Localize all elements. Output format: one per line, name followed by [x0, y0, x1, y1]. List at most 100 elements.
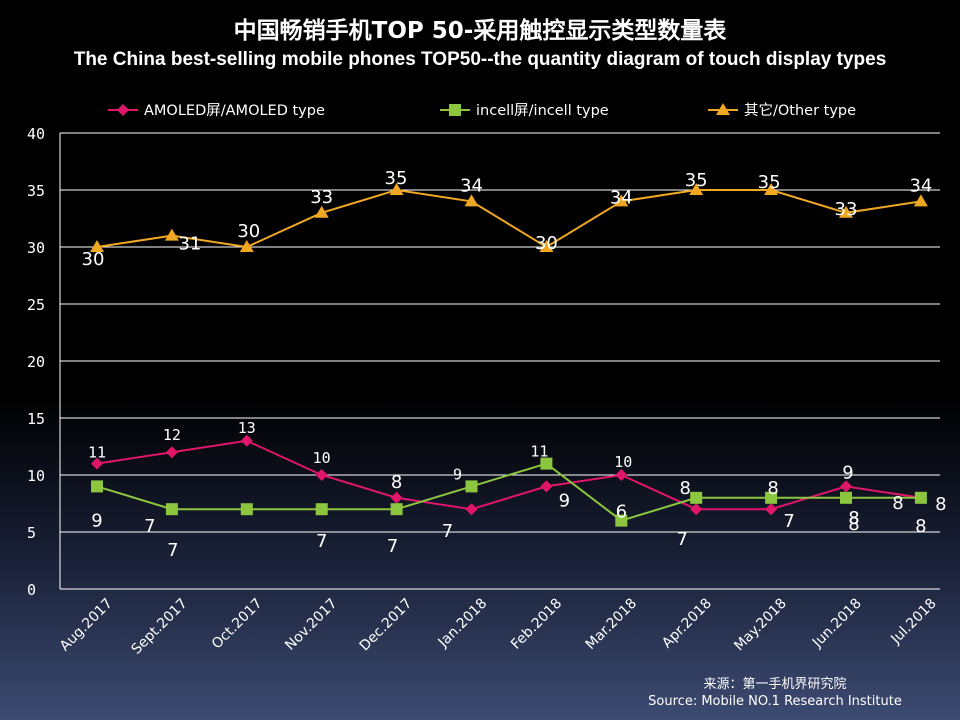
legend: AMOLED屏/AMOLED type incell屏/incell type 其它…	[108, 101, 856, 119]
x-tick-label: Jul.2018	[887, 596, 939, 648]
data-label: 8	[767, 478, 778, 499]
data-label: 34	[460, 175, 483, 196]
data-point	[164, 228, 179, 241]
data-point	[765, 503, 778, 516]
chart-title: 中国畅销手机TOP 50-采用触控显示类型数量表	[234, 17, 728, 44]
y-tick-label: 0	[27, 581, 36, 599]
data-label: 35	[385, 168, 408, 189]
data-label: 8	[391, 472, 402, 493]
data-label: 30	[535, 233, 558, 254]
x-tick-label: Nov.2017	[282, 596, 340, 654]
data-point	[764, 183, 779, 195]
data-label: 31	[178, 234, 201, 255]
series-layer	[90, 183, 928, 527]
legend-label: incell屏/incell type	[476, 103, 609, 119]
data-point	[165, 446, 178, 459]
data-label: 35	[758, 172, 781, 193]
y-tick-label: 30	[27, 239, 45, 257]
legend-label: 其它/Other type	[744, 101, 856, 119]
data-label: 7	[167, 540, 178, 561]
y-tick-label: 25	[27, 296, 45, 314]
data-label: 7	[676, 529, 687, 550]
x-tick-label: Mar.2018	[583, 596, 640, 653]
data-point	[840, 480, 852, 493]
data-label: 11	[530, 443, 548, 461]
y-tick-label: 10	[27, 467, 45, 485]
x-axis-ticks: Aug.2017 Sept.2017 Oct.2017 Nov.2017 Dec.201…	[57, 596, 940, 658]
data-label: 8	[915, 516, 926, 537]
y-tick-label: 15	[27, 410, 45, 428]
data-label: 7	[387, 536, 398, 557]
source-en: Source: Mobile NO.1 Research Institute	[648, 694, 902, 709]
data-label: 10	[313, 449, 331, 467]
data-label: 8	[679, 478, 690, 499]
data-label: 12	[163, 426, 181, 444]
data-label: 10	[614, 453, 632, 471]
chart-subtitle: The China best-selling mobile phones TOP…	[74, 49, 887, 70]
y-tick-label: 35	[27, 182, 45, 200]
data-point	[539, 240, 554, 252]
x-tick-label: Sept.2017	[129, 596, 191, 658]
data-label: 8	[935, 494, 946, 515]
data-label: 8	[848, 514, 859, 535]
x-tick-label: Dec.2017	[357, 596, 416, 655]
data-point	[314, 205, 329, 218]
data-label: 13	[238, 419, 256, 437]
data-label: 30	[82, 249, 105, 270]
y-tick-label: 20	[27, 353, 45, 371]
data-label: 9	[559, 490, 570, 511]
data-label: 7	[442, 521, 453, 542]
x-tick-label: Oct.2017	[209, 596, 266, 653]
data-label: 30	[237, 221, 260, 242]
x-tick-label: Jan.2018	[435, 596, 491, 652]
data-label: 7	[783, 511, 794, 532]
legend-marker	[716, 103, 730, 115]
data-label: 33	[835, 199, 858, 220]
data-label: 35	[685, 170, 708, 191]
data-point	[690, 491, 703, 504]
data-point	[540, 457, 553, 470]
gridlines	[59, 132, 940, 590]
data-point	[465, 480, 478, 493]
data-point	[615, 469, 628, 481]
data-label: 33	[310, 187, 333, 208]
x-tick-label: Aug.2017	[57, 596, 116, 655]
data-label: 6	[616, 502, 627, 523]
data-point	[765, 491, 778, 504]
data-point	[464, 194, 479, 207]
data-label: 34	[909, 175, 932, 196]
data-point	[839, 205, 853, 218]
data-point	[690, 503, 703, 516]
data-point	[240, 434, 253, 447]
data-point	[540, 480, 553, 493]
x-tick-label: May.2018	[731, 596, 790, 655]
data-label: 9	[842, 462, 853, 483]
series-line-2	[96, 188, 922, 249]
data-point	[389, 183, 404, 195]
data-point	[90, 240, 104, 252]
data-point	[239, 240, 254, 252]
data-point	[390, 503, 403, 516]
source-cn: 来源：第一手机界研究院	[703, 677, 846, 692]
data-point	[614, 194, 629, 207]
data-label: 7	[316, 531, 327, 552]
x-tick-label: Jun.2018	[809, 596, 865, 652]
y-axis-ticks: 0 5 10 15 20 25 30 35 40	[27, 125, 45, 599]
data-point	[840, 491, 852, 504]
data-label: 8	[848, 508, 859, 529]
legend-label: AMOLED屏/AMOLED type	[144, 103, 325, 119]
y-tick-label: 40	[27, 125, 45, 143]
data-point	[240, 503, 253, 516]
data-point	[315, 469, 328, 481]
x-tick-label: Feb.2018	[508, 596, 565, 653]
data-label: 11	[88, 444, 106, 462]
data-label: 8	[892, 493, 903, 514]
data-point	[913, 194, 928, 207]
series-line-1	[96, 462, 921, 522]
data-point	[91, 457, 103, 470]
y-tick-label: 5	[27, 524, 36, 542]
data-point	[615, 514, 628, 527]
data-point	[914, 491, 927, 504]
series-line-0	[96, 439, 922, 511]
